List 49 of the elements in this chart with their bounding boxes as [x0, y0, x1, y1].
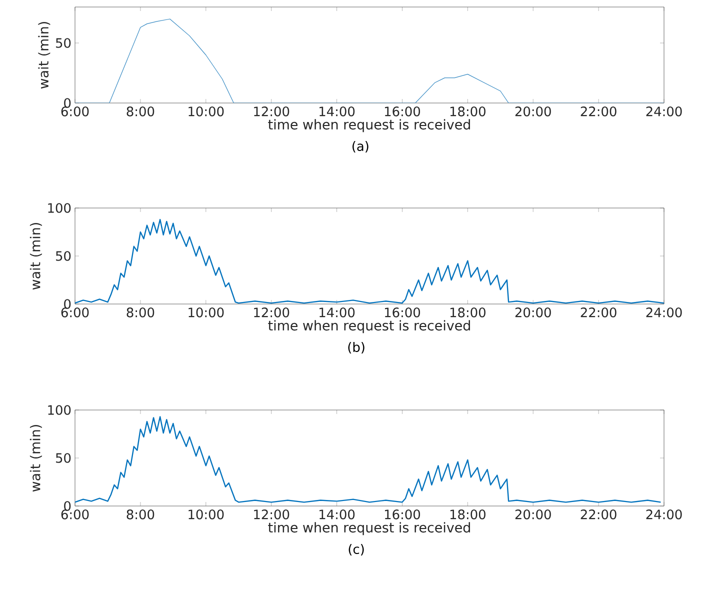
- y-axis-title: wait (min): [38, 22, 50, 89]
- text: (a): [352, 141, 368, 153]
- y-tick-label: 100: [48, 203, 71, 213]
- x-tick-label: 8:00: [126, 308, 154, 318]
- x-tick-label: 6:00: [61, 308, 89, 318]
- x-tick-label: 18:00: [450, 106, 486, 116]
- line-series: [75, 416, 662, 503]
- x-tick-label: 12:00: [254, 308, 290, 318]
- x-tick-label: 22:00: [580, 510, 616, 520]
- x-tick-label: 10:00: [188, 510, 224, 520]
- x-tick-label: 14:00: [320, 308, 355, 318]
- x-tick-label: 22:00: [580, 308, 616, 318]
- y-tick-label: 100: [48, 405, 71, 415]
- x-tick-label: 16:00: [384, 510, 420, 520]
- line-series: [75, 218, 664, 304]
- y-tick-label: 50: [56, 251, 71, 261]
- x-tick-label: 6:00: [61, 106, 89, 116]
- y-tick-label: 50: [56, 38, 71, 48]
- x-tick-label: 20:00: [515, 308, 551, 318]
- y-tick-label: 0: [64, 501, 71, 511]
- x-tick-label: 16:00: [384, 106, 420, 116]
- y-axis-title: wait (min): [30, 222, 42, 290]
- x-tick-label: 14:00: [320, 106, 355, 116]
- text: (c): [348, 544, 364, 556]
- x-tick-label: 12:00: [254, 510, 290, 520]
- x-tick-label: 8:00: [126, 106, 154, 116]
- x-tick-label: 24:00: [646, 106, 682, 116]
- x-tick-label: 6:00: [61, 510, 89, 520]
- x-axis-title: time when request is received: [268, 119, 470, 132]
- y-tick-label: 0: [64, 299, 71, 309]
- x-tick-label: 8:00: [126, 510, 154, 520]
- x-tick-label: 24:00: [646, 510, 682, 520]
- x-tick-label: 12:00: [254, 106, 290, 116]
- y-axis-title: wait (min): [30, 424, 42, 492]
- x-tick-label: 10:00: [188, 106, 224, 116]
- y-tick-label: 0: [64, 98, 71, 108]
- x-axis-title: time when request is received: [268, 522, 470, 536]
- x-tick-label: 24:00: [646, 308, 682, 318]
- x-tick-label: 10:00: [188, 308, 224, 318]
- x-tick-label: 20:00: [515, 106, 551, 116]
- y-tick-label: 50: [56, 453, 71, 463]
- x-tick-label: 20:00: [515, 510, 551, 520]
- text: (b): [348, 342, 364, 354]
- x-axis-title: time when request is received: [268, 320, 470, 334]
- x-tick-label: 16:00: [384, 308, 420, 318]
- x-tick-label: 18:00: [450, 510, 486, 520]
- x-tick-label: 18:00: [450, 308, 486, 318]
- x-tick-label: 14:00: [320, 510, 355, 520]
- x-tick-label: 22:00: [580, 106, 616, 116]
